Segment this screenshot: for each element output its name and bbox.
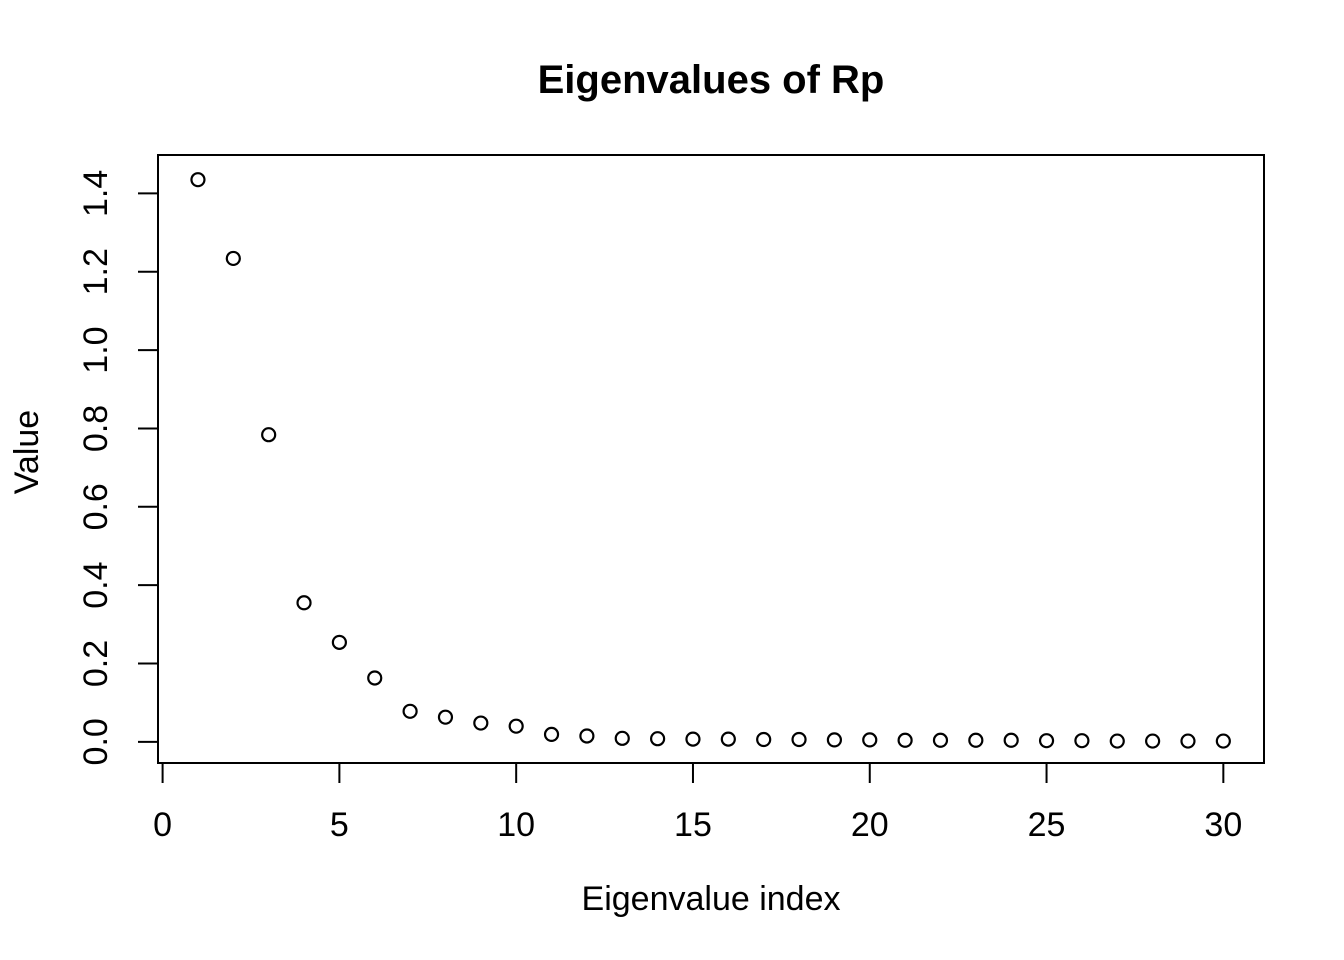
x-tick-label: 20: [851, 806, 889, 844]
data-point: [1180, 733, 1196, 749]
data-point: [1145, 733, 1161, 749]
data-point: [579, 728, 595, 744]
data-point: [650, 731, 666, 747]
data-point: [473, 715, 489, 731]
data-point: [968, 732, 984, 748]
y-tick-label: 0.6: [77, 483, 115, 530]
data-point: [1074, 733, 1090, 749]
y-tick-label: 0.4: [77, 562, 115, 609]
data-point: [225, 250, 241, 267]
y-tick-label: 1.2: [77, 248, 115, 295]
x-tick-label: 5: [330, 806, 349, 844]
data-point: [862, 732, 878, 748]
data-point: [1038, 733, 1055, 749]
data-point: [367, 670, 383, 686]
y-axis-ticks: 0.0 0.2 0.4 0.6 0.8 1.0 1.2 1.4: [77, 170, 158, 765]
x-tick-label: 25: [1028, 806, 1066, 844]
y-tick-label: 0.2: [77, 640, 115, 687]
x-axis-title: Eigenvalue index: [582, 880, 841, 918]
x-tick-label: 15: [674, 806, 712, 844]
data-point: [791, 731, 807, 748]
data-point: [296, 595, 312, 611]
data-point: [543, 726, 560, 743]
data-point: [720, 731, 736, 747]
data-point: [190, 172, 206, 188]
data-point: [437, 709, 454, 725]
data-point: [1003, 732, 1019, 748]
data-points: [190, 172, 1231, 749]
data-point: [614, 730, 630, 746]
data-point: [897, 732, 913, 748]
data-point: [826, 732, 842, 748]
x-axis-ticks: 0 5 10 15 20 25 30: [153, 763, 1242, 844]
plot-box: [157, 154, 1265, 764]
data-point: [685, 731, 701, 747]
data-point: [1215, 733, 1231, 749]
data-point: [1109, 733, 1125, 749]
data-point: [261, 427, 277, 443]
y-tick-label: 1.0: [77, 326, 115, 373]
x-tick-label: 30: [1204, 806, 1242, 844]
data-point: [402, 703, 418, 719]
data-point: [331, 634, 347, 650]
data-point: [508, 718, 524, 734]
y-tick-label: 0.0: [77, 718, 115, 765]
data-point: [756, 731, 772, 748]
y-axis-title: Value: [8, 410, 46, 494]
x-tick-label: 10: [497, 806, 535, 844]
y-tick-label: 1.4: [77, 170, 115, 217]
chart-title: Eigenvalues of Rp: [538, 58, 885, 102]
data-point: [932, 732, 949, 748]
y-tick-label: 0.8: [77, 405, 115, 452]
x-tick-label: 0: [153, 806, 172, 844]
